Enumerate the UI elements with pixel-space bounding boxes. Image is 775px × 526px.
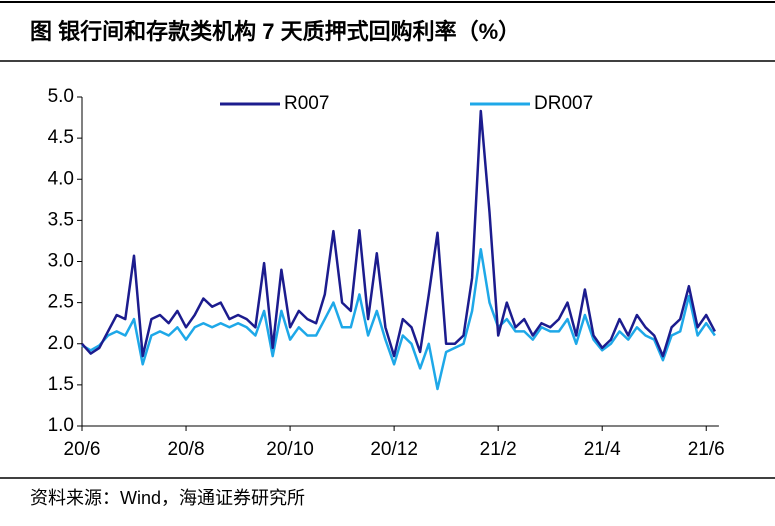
x-tick-label: 20/10 bbox=[266, 439, 314, 460]
y-tick-label: 3.0 bbox=[48, 251, 74, 272]
chart-title: 图 银行间和存款类机构 7 天质押式回购利率（%） bbox=[30, 19, 520, 44]
y-tick-label: 3.5 bbox=[48, 209, 74, 230]
x-tick-label: 21/4 bbox=[584, 439, 621, 460]
legend-label: DR007 bbox=[534, 93, 593, 114]
x-tick-label: 21/6 bbox=[688, 439, 725, 460]
series-line bbox=[81, 109, 717, 358]
y-tick-label: 4.0 bbox=[48, 168, 74, 189]
legend-label: R007 bbox=[284, 93, 329, 114]
y-tick-label: 1.5 bbox=[48, 374, 74, 395]
x-tick-label: 20/8 bbox=[168, 439, 205, 460]
y-tick-label: 5.0 bbox=[48, 86, 74, 107]
y-tick-label: 1.0 bbox=[48, 415, 74, 436]
y-tick-label: 2.5 bbox=[48, 292, 74, 313]
y-tick-label: 4.5 bbox=[48, 127, 74, 148]
series-line bbox=[81, 247, 716, 391]
x-tick-label: 20/12 bbox=[370, 439, 418, 460]
x-tick-label: 21/2 bbox=[480, 439, 517, 460]
y-tick-label: 2.0 bbox=[48, 333, 74, 354]
x-tick-label: 20/6 bbox=[64, 439, 101, 460]
source-note: 资料来源：Wind，海通证券研究所 bbox=[30, 488, 305, 508]
